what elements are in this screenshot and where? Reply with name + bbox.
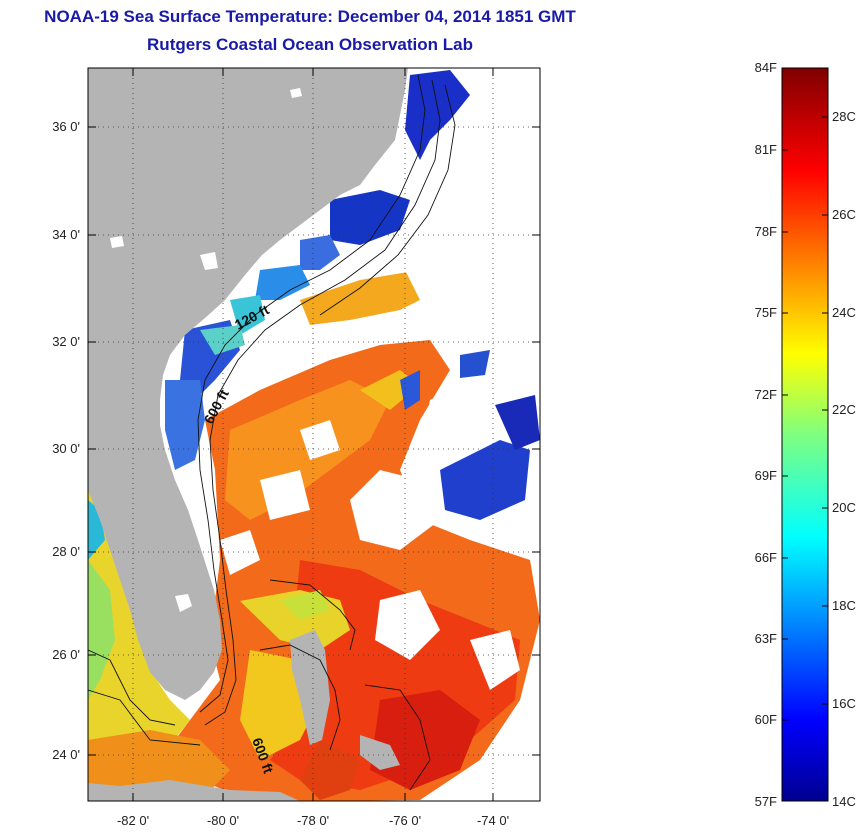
colorbar-label-f: 63F	[755, 631, 777, 646]
colorbar-label-f: 57F	[755, 794, 777, 809]
bathymetry-contours	[88, 74, 456, 791]
lat-label: 30 0'	[52, 441, 80, 456]
map-frame	[87, 67, 541, 802]
colorbar-label-f: 75F	[755, 305, 777, 320]
colorbar-label-f: 78F	[755, 224, 777, 239]
colorbar-label-c: 28C	[832, 109, 856, 124]
colorbar-label-c: 22C	[832, 402, 856, 417]
lat-label: 34 0'	[52, 227, 80, 242]
lon-label: -80 0'	[207, 813, 239, 828]
warm-sst-field	[160, 270, 540, 801]
colorbar: 84F 81F 78F 75F 72F 69F 66F 63F 60F 57F …	[755, 60, 856, 809]
lat-label: 26 0'	[52, 647, 80, 662]
lat-label: 36 0'	[52, 119, 80, 134]
colorbar-label-f: 72F	[755, 387, 777, 402]
lon-label: -74 0'	[477, 813, 509, 828]
colorbar-label-f: 60F	[755, 712, 777, 727]
colorbar-label-c: 20C	[832, 500, 856, 515]
colorbar-label-f: 81F	[755, 142, 777, 157]
lat-label: 24 0'	[52, 747, 80, 762]
map-area: 120 ft 600 ft 600 ft	[88, 68, 540, 801]
lon-label: -78 0'	[297, 813, 329, 828]
land-mass	[88, 68, 408, 801]
colorbar-label-c: 16C	[832, 696, 856, 711]
longitude-axis: -82 0' -80 0' -78 0' -76 0' -74 0'	[117, 813, 509, 828]
colorbar-label-c: 24C	[832, 305, 856, 320]
latitude-axis: 36 0' 34 0' 32 0' 30 0' 28 0' 26 0' 24 0…	[52, 119, 80, 762]
axis-ticks	[88, 68, 540, 801]
inland-water	[110, 88, 302, 612]
colorbar-label-f: 69F	[755, 468, 777, 483]
lon-label: -76 0'	[389, 813, 421, 828]
colorbar-label-c: 14C	[832, 794, 856, 809]
colorbar-label-f: 66F	[755, 550, 777, 565]
colorbar-label-f: 84F	[755, 60, 777, 75]
graticule	[88, 68, 540, 801]
cloud-mask	[220, 120, 540, 690]
colorbar-gradient	[781, 67, 829, 802]
map-subtitle: Rutgers Coastal Ocean Observation Lab	[147, 35, 473, 54]
colorbar-label-c: 26C	[832, 207, 856, 222]
colorbar-ticks	[782, 116, 828, 721]
lat-label: 32 0'	[52, 334, 80, 349]
map-title: NOAA-19 Sea Surface Temperature: Decembe…	[44, 7, 576, 26]
lon-label: -82 0'	[117, 813, 149, 828]
lat-label: 28 0'	[52, 544, 80, 559]
colorbar-label-c: 18C	[832, 598, 856, 613]
